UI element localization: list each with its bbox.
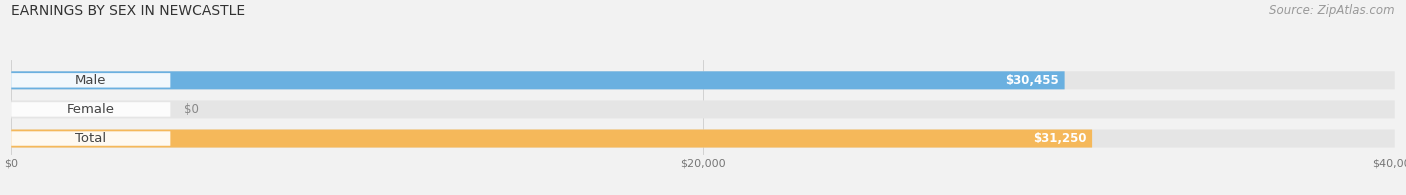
Text: $31,250: $31,250 — [1033, 132, 1087, 145]
FancyBboxPatch shape — [11, 102, 170, 117]
Text: $0: $0 — [184, 103, 200, 116]
FancyBboxPatch shape — [11, 71, 1395, 89]
FancyBboxPatch shape — [11, 100, 1395, 118]
FancyBboxPatch shape — [11, 129, 1395, 148]
Text: Male: Male — [75, 74, 107, 87]
Text: Source: ZipAtlas.com: Source: ZipAtlas.com — [1270, 4, 1395, 17]
Text: EARNINGS BY SEX IN NEWCASTLE: EARNINGS BY SEX IN NEWCASTLE — [11, 4, 246, 18]
FancyBboxPatch shape — [11, 131, 170, 146]
FancyBboxPatch shape — [11, 71, 1064, 89]
Text: Total: Total — [76, 132, 107, 145]
FancyBboxPatch shape — [11, 129, 1092, 148]
FancyBboxPatch shape — [11, 73, 170, 88]
Text: Female: Female — [67, 103, 115, 116]
Text: $30,455: $30,455 — [1005, 74, 1059, 87]
